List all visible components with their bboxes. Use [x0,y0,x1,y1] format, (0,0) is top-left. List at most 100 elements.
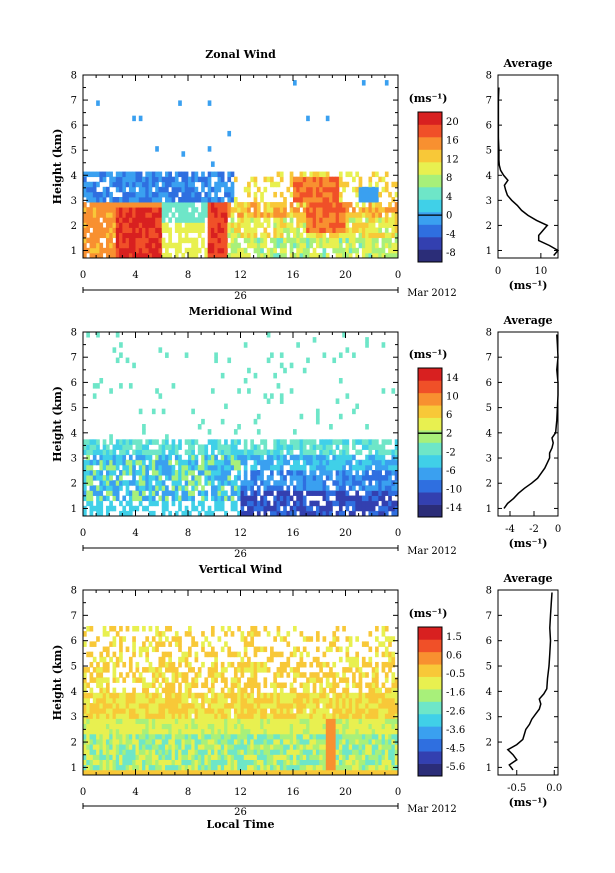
heatmap-cell [283,759,287,766]
heatmap-cell [247,744,251,750]
heatmap-cell [201,646,205,653]
heatmap-cell [315,197,320,203]
heatmap-cell [151,459,156,466]
heatmap-cell [361,733,366,740]
heatmap-cell [138,769,143,776]
heatmap-cell [89,181,94,188]
heatmap-cell [128,703,133,709]
heatmap-cell [122,176,127,183]
heatmap-cell [348,495,353,502]
colorbar-step [418,124,442,138]
heatmap-cell [214,485,218,491]
heatmap-cell [306,207,310,213]
heatmap-cell [243,661,248,668]
heatmap-cell [204,677,209,683]
heatmap-cell [119,222,123,228]
heatmap-cell [210,631,215,637]
heatmap-cell [256,739,261,745]
heatmap-cell [155,217,159,223]
heatmap-cell [227,708,232,714]
heatmap-cell [158,631,163,637]
heatmap-cell [132,242,136,249]
heatmap-cell [197,733,202,740]
heatmap-cell [270,510,274,517]
heatmap-cell [112,759,117,766]
heatmap-cell [230,661,235,668]
heatmap-cell [315,207,320,213]
heatmap-cell [188,495,192,502]
heatmap-cell [181,459,186,466]
heatmap-cell [260,718,264,725]
heatmap-cell [155,181,159,188]
heatmap-cell [394,454,399,461]
heatmap-cell [125,485,130,491]
heatmap-cell [145,242,150,249]
heatmap-cell [329,749,333,755]
heatmap-cell [161,191,166,198]
heatmap-cell [105,444,110,450]
heatmap-cell [105,247,110,254]
heatmap-cell [329,703,333,709]
heatmap-cell [309,759,314,766]
heatmap-cell [361,723,366,730]
heatmap-cell [214,186,218,193]
heatmap-cell [250,631,255,637]
heatmap-cell [394,687,399,694]
heatmap-cell [289,651,294,658]
heatmap-cell [224,222,228,228]
heatmap-cell [194,227,199,233]
heatmap-cell [315,191,320,198]
heatmap-cell [112,485,117,491]
heatmap-cell [171,439,176,445]
heatmap-cell [142,227,146,233]
heatmap-cell [155,459,159,466]
heatmap-cell [233,718,238,725]
heatmap-cell [309,723,314,730]
heatmap-cell [352,247,356,254]
heatmap-cell [391,656,396,663]
heatmap-cell [253,754,258,760]
heatmap-cell [325,682,330,689]
heatmap-cell [306,202,310,208]
heatmap-cell [276,718,281,725]
heatmap-cell [309,672,314,678]
heatmap-cell [138,470,143,476]
heatmap-cell [325,703,330,709]
heatmap-cell [148,692,153,699]
heatmap-cell [299,197,304,203]
heatmap-cell [188,713,192,719]
heatmap-cell [253,464,258,471]
heatmap-cell [142,181,146,188]
heatmap-cell [312,749,317,755]
heatmap-cell [135,171,140,178]
heatmap-cell [165,222,169,228]
heatmap-cell [165,444,169,450]
heatmap-cell [125,769,130,776]
heatmap-cell [279,744,284,750]
heatmap-cell [151,222,156,228]
heatmap-cell [299,464,304,471]
heatmap-cell [384,80,389,86]
heatmap-cell [184,749,189,755]
heatmap-cell [384,692,389,699]
heatmap-cell [227,692,232,699]
heatmap-cell [391,454,396,461]
heatmap-cell [86,739,90,745]
heatmap-cell [217,242,222,249]
heatmap-cell [155,171,159,178]
heatmap-cell [355,495,360,502]
heatmap-cell [332,480,337,486]
heatmap-cell [329,672,333,678]
heatmap-cell [99,480,104,486]
heatmap-cell [391,212,396,218]
heatmap-cell [161,252,166,259]
heatmap-cell [381,682,386,689]
heatmap-cell [335,475,340,481]
heatmap-cell [279,171,284,178]
heatmap-cell [178,733,182,740]
heatmap-cell [138,759,143,766]
heatmap-cell [125,708,130,714]
heatmap-cell [105,651,110,658]
heatmap-cell [96,733,100,740]
heatmap-cell [151,708,156,714]
